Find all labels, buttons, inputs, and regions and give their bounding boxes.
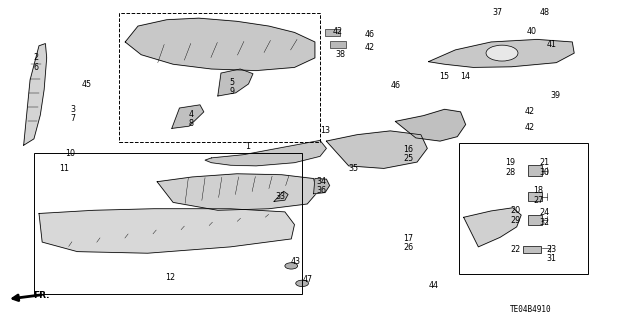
Text: 2: 2 xyxy=(33,53,38,62)
Text: 47: 47 xyxy=(302,275,312,284)
Polygon shape xyxy=(39,209,294,253)
Text: 34: 34 xyxy=(316,177,326,186)
Text: 1: 1 xyxy=(244,142,250,151)
Text: 23: 23 xyxy=(546,245,556,254)
Text: 10: 10 xyxy=(65,149,75,158)
Text: FR.: FR. xyxy=(33,291,49,300)
Polygon shape xyxy=(218,69,253,96)
Polygon shape xyxy=(205,140,326,166)
Text: 13: 13 xyxy=(320,126,330,135)
Text: 27: 27 xyxy=(533,196,543,205)
Text: 37: 37 xyxy=(492,8,502,17)
Text: 42: 42 xyxy=(524,107,534,116)
Text: 39: 39 xyxy=(550,91,560,100)
Circle shape xyxy=(296,280,308,286)
Bar xyxy=(119,13,320,142)
Polygon shape xyxy=(464,208,521,247)
Text: 4: 4 xyxy=(189,110,193,119)
Text: 41: 41 xyxy=(546,40,556,49)
Text: 15: 15 xyxy=(440,72,449,81)
Polygon shape xyxy=(125,18,315,70)
Text: 42: 42 xyxy=(333,27,343,36)
Text: 5: 5 xyxy=(229,78,234,87)
Text: 42: 42 xyxy=(524,122,534,132)
Text: 25: 25 xyxy=(403,154,413,163)
Text: 42: 42 xyxy=(365,43,375,52)
Bar xyxy=(325,29,340,36)
Circle shape xyxy=(285,263,298,269)
Text: 17: 17 xyxy=(403,234,413,243)
Text: 32: 32 xyxy=(540,218,550,227)
Polygon shape xyxy=(396,109,466,141)
Text: 8: 8 xyxy=(189,119,193,128)
Bar xyxy=(527,192,541,201)
Polygon shape xyxy=(157,174,317,210)
Text: 21: 21 xyxy=(540,158,550,167)
Bar xyxy=(523,246,541,253)
Text: 48: 48 xyxy=(540,8,550,17)
Polygon shape xyxy=(314,179,330,194)
Text: 46: 46 xyxy=(365,31,375,40)
Text: 20: 20 xyxy=(510,206,520,215)
Bar xyxy=(460,143,588,274)
Bar xyxy=(34,153,302,294)
Polygon shape xyxy=(429,40,574,67)
Text: 19: 19 xyxy=(505,158,515,167)
Polygon shape xyxy=(274,191,288,201)
Polygon shape xyxy=(326,131,428,168)
Circle shape xyxy=(486,45,518,61)
Text: 22: 22 xyxy=(510,245,520,254)
Polygon shape xyxy=(24,44,47,145)
Text: TE04B4910: TE04B4910 xyxy=(510,305,552,314)
Text: 7: 7 xyxy=(70,114,76,123)
Bar xyxy=(330,41,346,48)
Text: 12: 12 xyxy=(165,272,175,281)
Text: 43: 43 xyxy=(291,257,301,266)
Text: 16: 16 xyxy=(403,145,413,154)
Text: 28: 28 xyxy=(505,168,515,177)
Text: 26: 26 xyxy=(403,243,413,252)
Text: 46: 46 xyxy=(390,81,401,90)
Text: 36: 36 xyxy=(316,186,326,195)
Text: 11: 11 xyxy=(60,164,70,173)
Text: 44: 44 xyxy=(429,281,438,290)
Text: 33: 33 xyxy=(275,192,285,202)
Polygon shape xyxy=(172,105,204,128)
Text: 31: 31 xyxy=(546,254,556,263)
Text: 35: 35 xyxy=(349,164,359,173)
Text: 38: 38 xyxy=(335,49,346,59)
Text: 24: 24 xyxy=(540,208,550,217)
Bar xyxy=(527,215,541,225)
Text: 40: 40 xyxy=(527,27,537,36)
Text: 45: 45 xyxy=(82,80,92,89)
Text: 14: 14 xyxy=(461,72,470,81)
Text: 29: 29 xyxy=(510,216,520,225)
Text: 3: 3 xyxy=(70,105,76,114)
Text: 18: 18 xyxy=(533,186,543,195)
Text: 30: 30 xyxy=(540,168,550,177)
Text: 6: 6 xyxy=(33,63,38,72)
Text: 9: 9 xyxy=(229,87,234,96)
Bar xyxy=(527,165,541,176)
